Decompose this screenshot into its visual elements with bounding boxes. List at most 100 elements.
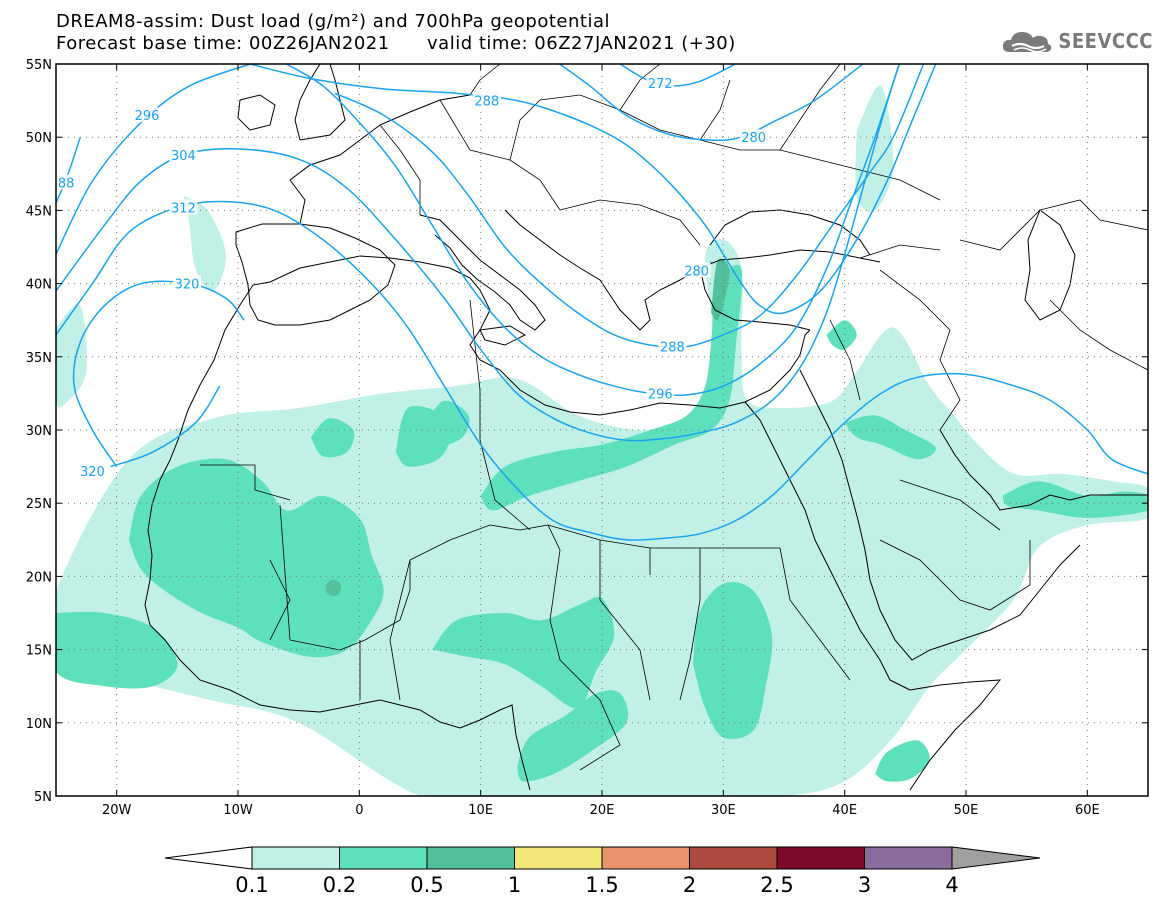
- contour-296: [56, 64, 251, 255]
- colorbar-segment: [864, 846, 953, 870]
- contour-288: [56, 136, 81, 204]
- dust-region-0.5-1: [711, 258, 730, 321]
- colorbar-legend: 0.1 0.2 0.5 1 1.5 2 2.5 3 4: [164, 846, 1041, 897]
- contour-label-bg: [682, 262, 711, 278]
- contour-label-bg: [56, 174, 77, 190]
- contour-320: [110, 385, 221, 468]
- coastline-north-africa: [252, 255, 801, 416]
- contour-label: 312: [171, 201, 196, 216]
- colorbar-under: [164, 846, 253, 870]
- contour-288: [249, 64, 937, 315]
- contour-label-bg: [739, 129, 768, 145]
- axis-ticks: 55N 50N 45N 40N 35N 30N 25N 20N 15N 10N 5N 20W 10W 0 1…: [26, 58, 1148, 818]
- contour-288: [334, 64, 925, 349]
- contour-296: [286, 64, 900, 397]
- lon-tick-label: 30E: [711, 803, 736, 818]
- coastline-horn-africa: [909, 679, 1002, 791]
- lon-tick-label: 0: [355, 803, 363, 818]
- coastline-turkey: [699, 249, 881, 331]
- dust-region-0.2-0.5: [310, 418, 355, 458]
- colorbar-label: 0.1: [235, 873, 268, 897]
- contour-label: 296: [648, 387, 673, 402]
- colorbar-over: [951, 846, 1041, 870]
- map-title-line1: DREAM8-assim: Dust load (g/m²) and 700hP…: [56, 11, 610, 32]
- contour-label-bg: [133, 107, 161, 123]
- coastline-levant: [744, 329, 911, 691]
- lat-tick-label: 50N: [26, 131, 52, 146]
- colorbar-label: 3: [858, 873, 871, 897]
- lon-tick-label: 60E: [1075, 803, 1100, 818]
- colorbar-label: 1: [508, 873, 521, 897]
- dust-region-0.2-0.5: [517, 690, 629, 782]
- dust-region-0.2-0.5: [693, 582, 773, 740]
- coastline-west-africa: [144, 284, 531, 791]
- colorbar-segment: [251, 846, 340, 870]
- contour-320: [72, 280, 245, 468]
- lat-tick-label: 20N: [26, 570, 52, 585]
- colorbar-segment: [601, 846, 690, 870]
- contour-label-bg: [646, 385, 675, 401]
- coastlines-borders: [144, 64, 1148, 791]
- contour-312: [56, 200, 1148, 541]
- colorbar-segment: [339, 846, 428, 870]
- lat-tick-label: 30N: [26, 424, 52, 439]
- dust-region-0.1-0.2: [183, 195, 226, 292]
- seevccc-logo: SEEVCCC: [1000, 26, 1153, 56]
- coastline-balkans: [504, 209, 701, 331]
- contour-label: 288: [474, 95, 499, 110]
- dust-region-0.2-0.5: [426, 400, 470, 446]
- country-borders: [200, 64, 1148, 771]
- logo-text: SEEVCCC: [1058, 29, 1153, 53]
- dust-region-0.2-0.5: [844, 415, 936, 460]
- lon-tick-label: 10E: [468, 803, 493, 818]
- contour-280: [559, 64, 864, 142]
- contour-label: 272: [648, 77, 673, 92]
- contour-label: 288: [50, 177, 75, 192]
- dust-region-0.1-0.2: [56, 239, 1148, 796]
- coastline-arabia-west: [799, 369, 1081, 661]
- contour-label: 304: [171, 149, 196, 164]
- colorbar-label: 0.5: [410, 873, 443, 897]
- contour-label: 280: [741, 131, 766, 146]
- dust-region-0.2-0.5: [56, 611, 178, 689]
- contour-label-bg: [169, 199, 198, 215]
- coastline-britain: [294, 64, 346, 141]
- colorbar-label: 0.2: [323, 873, 356, 897]
- lat-tick-label: 45N: [26, 204, 52, 219]
- colorbar-segment: [689, 846, 778, 870]
- coastline-black-sea: [709, 209, 871, 256]
- contour-label: 296: [135, 109, 160, 124]
- contour-label: 288: [660, 341, 685, 356]
- coastline-caspian: [1024, 209, 1076, 321]
- geopotential-contours: 272 280 288 288 280 288 296 296 304 312 320 320: [50, 64, 1148, 541]
- lon-tick-label: 20W: [102, 803, 132, 818]
- dust-region-0.2-0.5: [1002, 481, 1148, 518]
- colorbar-label: 1.5: [585, 873, 618, 897]
- coastline-italy: [419, 214, 546, 331]
- colorbar-segment: [426, 846, 515, 870]
- contour-label-bg: [78, 462, 107, 478]
- lon-tick-label: 10W: [223, 803, 253, 818]
- colorbar-segment: [776, 846, 865, 870]
- contour-label-bg: [169, 146, 198, 162]
- contour-304: [56, 64, 900, 442]
- coastline-iberia: [235, 223, 396, 326]
- cloud-icon: [1003, 32, 1052, 53]
- lat-tick-label: 10N: [26, 717, 52, 732]
- contour-label-bg: [472, 92, 501, 108]
- contour-label: 320: [175, 278, 200, 293]
- lat-tick-label: 40N: [26, 278, 52, 293]
- contour-label-bg: [646, 75, 675, 91]
- colorbar-label: 2.5: [760, 873, 793, 897]
- contour-label: 280: [684, 264, 709, 279]
- dust-region-0.2-0.5: [128, 458, 384, 658]
- dust-region-0.2-0.5: [875, 740, 930, 782]
- contour-label-bg: [658, 338, 687, 354]
- colorbar-label: 4: [945, 873, 958, 897]
- dust-region-0.1-0.2: [56, 304, 87, 408]
- dust-region-0.2-0.5: [432, 596, 615, 709]
- lat-tick-label: 55N: [26, 58, 52, 73]
- coastline-persian-gulf: [939, 429, 1148, 511]
- colorbar-segment: [514, 846, 603, 870]
